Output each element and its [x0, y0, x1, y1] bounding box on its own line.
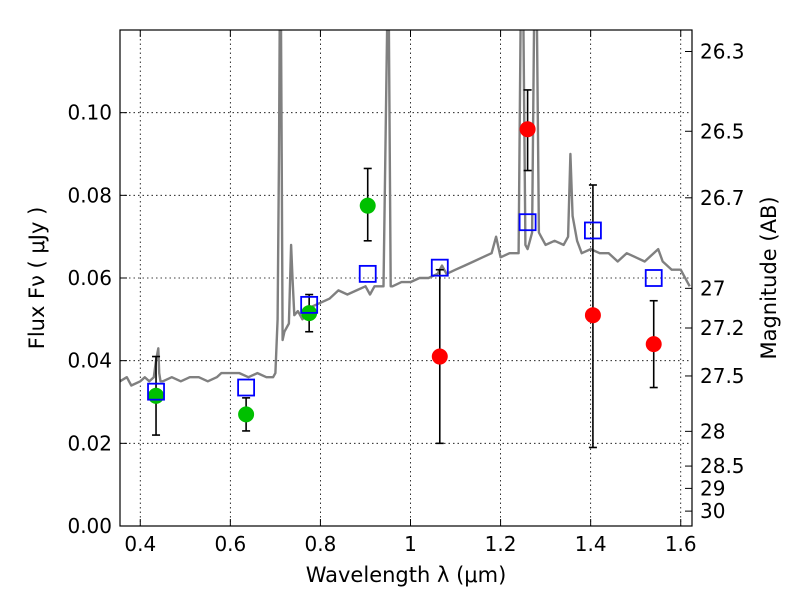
x-tick-label: 1.4 [575, 532, 607, 556]
grid [120, 30, 692, 526]
data-point-circle [645, 336, 662, 353]
magnitude-tick-label: 26.3 [700, 39, 745, 63]
magnitude-tick-label: 30 [700, 499, 725, 523]
data-point-circle [584, 307, 601, 324]
data-point-circle [148, 387, 165, 404]
magnitude-axis-label: Magnitude (AB) [757, 196, 781, 359]
magnitude-tick-label: 29 [700, 476, 725, 500]
x-tick-label: 1 [404, 532, 417, 556]
x-tick-label: 1.2 [485, 532, 517, 556]
x-tick-label: 0.4 [124, 532, 156, 556]
magnitude-tick-label: 26.7 [700, 186, 745, 210]
x-tick-label: 0.8 [305, 532, 337, 556]
magnitude-tick-label: 28.5 [700, 454, 745, 478]
data-point-square [237, 378, 256, 397]
data-point-circle [431, 348, 448, 365]
magnitude-tick-label: 27 [700, 276, 725, 300]
data-point-square [430, 258, 449, 277]
data-point-square [644, 269, 663, 287]
x-tick-label: 0.6 [214, 532, 246, 556]
model-spectrum-line [120, 30, 691, 387]
y-tick-label: 0.06 [67, 266, 112, 290]
magnitude-tick-label: 26.5 [700, 119, 745, 143]
magnitude-tick-label: 27.2 [700, 316, 745, 340]
x-tick-label: 1.6 [665, 532, 697, 556]
magnitude-tick-label: 27.5 [700, 364, 745, 388]
data-point-square [358, 264, 377, 283]
y-tick-label: 0.04 [67, 349, 112, 373]
magnitude-tick-label: 28 [700, 419, 725, 443]
data-point-square [518, 213, 537, 232]
y-axis-label: Flux Fν ( μJy ) [25, 207, 49, 350]
x-axis-ticks: 0.4 0.6 0.8 1 1.2 1.4 1.6 [124, 30, 697, 556]
marker-layer [147, 121, 663, 423]
y-tick-label: 0.00 [67, 514, 112, 538]
data-point-circle [359, 197, 376, 214]
data-point-square [300, 295, 319, 314]
data-point-square [584, 221, 602, 240]
data-point-square [147, 382, 165, 401]
data-point-circle [519, 121, 536, 138]
model-spectrum-layer [120, 30, 691, 387]
y-tick-label: 0.08 [67, 183, 112, 207]
data-point-circle [238, 406, 255, 423]
y-tick-label: 0.10 [67, 101, 112, 125]
y-tick-label: 0.02 [67, 431, 112, 455]
x-axis-label: Wavelength λ (μm) [306, 563, 507, 587]
y-axis-ticks: 0.00 0.02 0.04 0.06 0.08 0.10 [67, 101, 127, 538]
